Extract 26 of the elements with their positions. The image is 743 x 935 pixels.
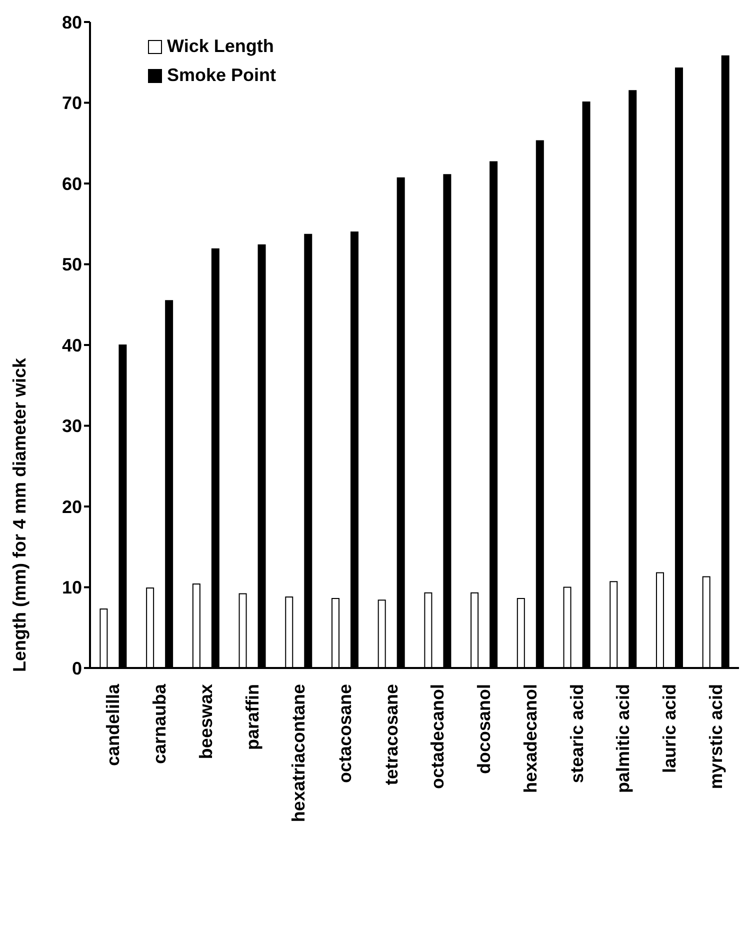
- x-tick-label: hexadecanol: [520, 684, 540, 794]
- x-tick-label: octacosane: [334, 684, 355, 784]
- x-tick-label: palmitic acid: [613, 684, 634, 794]
- y-axis-title: Length (mm) for 4 mm diameter wick: [9, 356, 30, 672]
- x-tick-label: candelilla: [103, 683, 124, 766]
- x-tick-label: docosanol: [474, 684, 494, 774]
- y-tick-label: 40: [62, 335, 82, 356]
- x-tick-label: myrstic acid: [706, 684, 726, 790]
- legend-label: Wick Length: [167, 36, 274, 57]
- y-tick-label: 70: [62, 93, 82, 114]
- y-tick-label: 20: [62, 496, 82, 517]
- y-tick-label: 80: [62, 12, 82, 32]
- legend-label: Smoke Point: [167, 65, 276, 86]
- x-tick-label: stearic acid: [566, 684, 587, 784]
- y-tick-label: 0: [72, 658, 82, 678]
- x-tick-label: beeswax: [196, 684, 216, 760]
- x-tick-label: hexatriacontane: [288, 684, 309, 822]
- y-tick-label: 60: [62, 174, 82, 194]
- y-tick-label: 30: [62, 416, 82, 436]
- x-tick-label: tetracosane: [381, 684, 402, 786]
- x-tick-label: carnauba: [150, 683, 170, 764]
- y-tick-label: 50: [62, 254, 82, 275]
- x-tick-label: lauric acid: [659, 684, 680, 774]
- x-tick-label: paraffin: [242, 684, 262, 750]
- y-tick-label: 10: [62, 578, 82, 598]
- x-tick-label: octadecanol: [428, 684, 448, 790]
